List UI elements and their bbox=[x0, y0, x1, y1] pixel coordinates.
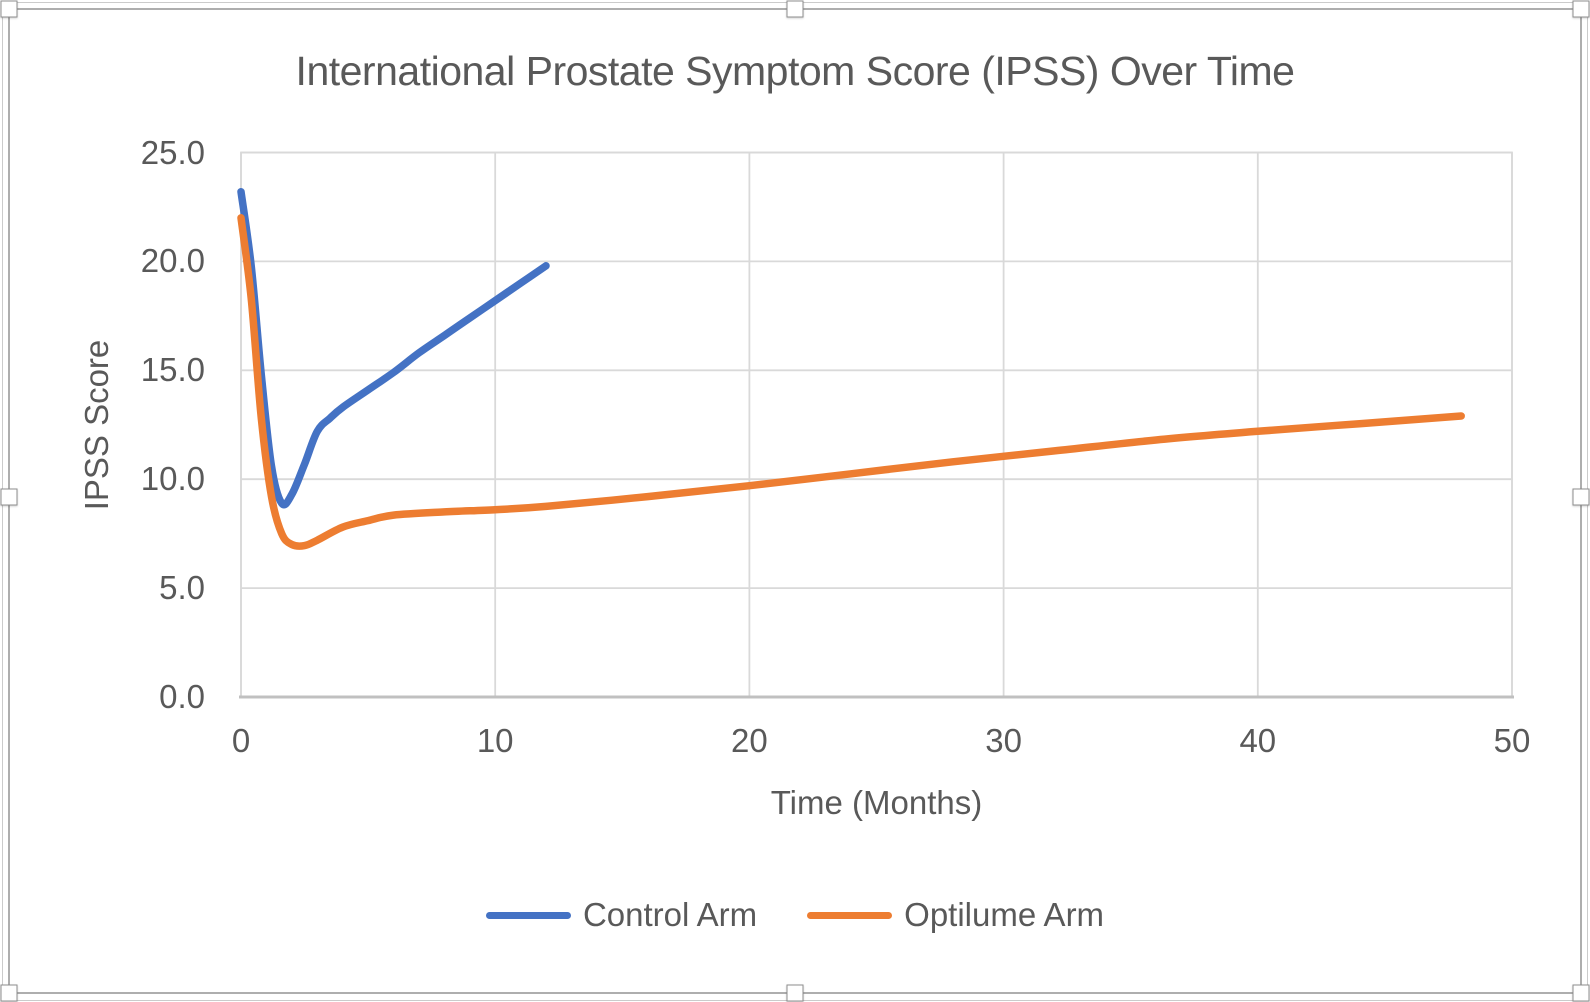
legend-label-control-arm: Control Arm bbox=[582, 896, 758, 933]
control-arm-line[interactable] bbox=[237, 187, 550, 509]
selection-handle-bottom-right[interactable] bbox=[1572, 984, 1590, 1002]
selection-handle-top-left[interactable] bbox=[0, 0, 18, 18]
x-axis-tick-label[interactable]: 30 bbox=[985, 722, 1022, 759]
selection-handle-bottom-left[interactable] bbox=[0, 984, 18, 1002]
y-axis-tick-label[interactable]: 25.0 bbox=[140, 133, 205, 171]
legend[interactable]: Control Arm Optilume Arm bbox=[0, 896, 1590, 934]
optilume-arm-line[interactable] bbox=[237, 214, 1465, 550]
chart-title[interactable]: International Prostate Symptom Score (IP… bbox=[295, 48, 1295, 94]
x-axis-title[interactable]: Time (Months) bbox=[770, 784, 983, 821]
x-axis-tick-label[interactable]: 50 bbox=[1493, 722, 1531, 759]
legend-item-control-arm[interactable]: Control Arm bbox=[485, 896, 758, 934]
y-axis-tick-label[interactable]: 15.0 bbox=[140, 351, 205, 389]
y-axis-tick-label[interactable]: 20.0 bbox=[140, 242, 205, 280]
y-axis-tick-label[interactable]: 0.0 bbox=[159, 678, 205, 715]
y-axis-tick-label[interactable]: 10.0 bbox=[140, 460, 205, 498]
selection-handle-middle-right[interactable] bbox=[1572, 488, 1590, 506]
control-arm-swatch-icon bbox=[485, 911, 571, 919]
y-axis-title[interactable]: IPSS Score bbox=[78, 339, 115, 511]
selection-handle-top-right[interactable] bbox=[1572, 0, 1590, 18]
x-axis-tick-label[interactable]: 0 bbox=[231, 722, 251, 759]
x-axis-tick-label[interactable]: 20 bbox=[731, 722, 768, 759]
selection-handle-top-center[interactable] bbox=[786, 0, 804, 18]
optilume-arm-swatch-icon bbox=[807, 911, 893, 919]
x-axis-tick-label[interactable]: 10 bbox=[476, 722, 514, 759]
x-axis-tick-label[interactable]: 40 bbox=[1239, 722, 1277, 759]
legend-label-optilume-arm: Optilume Arm bbox=[904, 896, 1105, 933]
selection-handle-bottom-center[interactable] bbox=[786, 984, 804, 1002]
legend-item-optilume-arm[interactable]: Optilume Arm bbox=[807, 896, 1104, 934]
selection-handle-middle-left[interactable] bbox=[0, 488, 18, 506]
y-axis-tick-label[interactable]: 5.0 bbox=[159, 569, 205, 607]
